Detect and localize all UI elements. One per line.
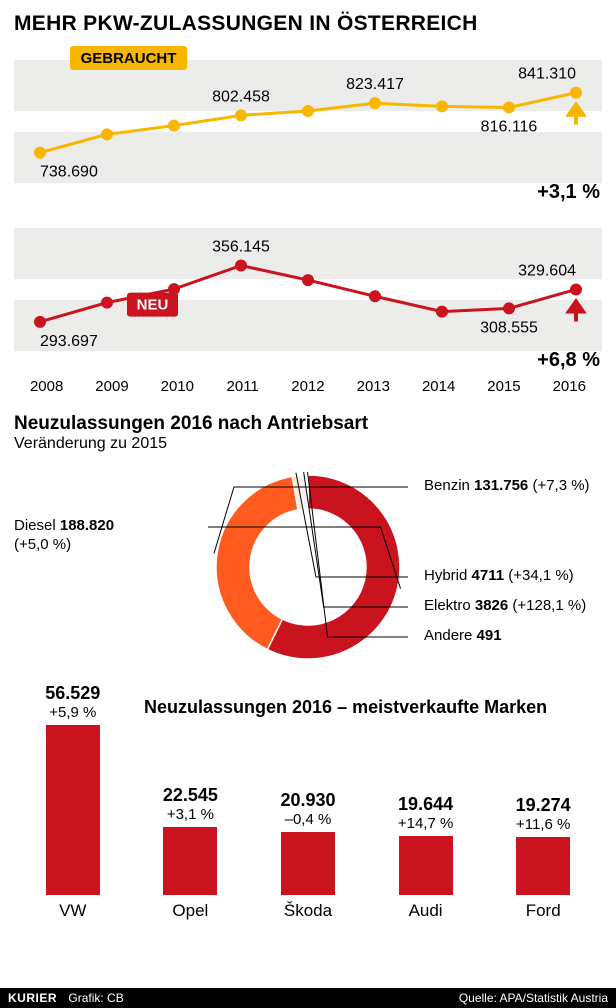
footer-brand: KURIER xyxy=(8,991,57,1005)
bars-title: Neuzulassungen 2016 – meistverkaufte Mar… xyxy=(144,697,547,718)
donut-label-hybrid: Hybrid 4711 (+34,1 %) xyxy=(424,567,574,586)
svg-text:823.417: 823.417 xyxy=(346,76,404,93)
svg-text:841.310: 841.310 xyxy=(518,66,576,83)
donut-subtitle: Veränderung zu 2015 xyxy=(14,435,602,453)
bar-value: 19.274 xyxy=(516,795,571,816)
year-label: 2013 xyxy=(341,378,406,395)
bar-rect xyxy=(163,827,217,895)
bar-value: 56.529 xyxy=(45,683,100,704)
bar-rect xyxy=(46,725,100,895)
bar-change: +3,1 % xyxy=(167,806,214,823)
year-axis: 200820092010201120122013201420152016 xyxy=(14,372,602,395)
bar-value: 19.644 xyxy=(398,794,453,815)
bar-name: Škoda xyxy=(284,901,332,921)
year-label: 2008 xyxy=(14,378,79,395)
year-label: 2009 xyxy=(79,378,144,395)
svg-text:+6,8 %: +6,8 % xyxy=(537,349,600,371)
donut-label-andere: Andere 491 xyxy=(424,627,502,646)
year-label: 2014 xyxy=(406,378,471,395)
bar-rect xyxy=(516,837,570,895)
year-label: 2012 xyxy=(275,378,340,395)
bar-change: +5,9 % xyxy=(49,704,96,721)
svg-text:+3,1 %: +3,1 % xyxy=(537,181,600,203)
footer-source: Quelle: APA/Statistik Austria xyxy=(459,991,608,1005)
bar-col-audi: 19.644+14,7 % Audi xyxy=(367,794,485,921)
bar-change: –0,4 % xyxy=(285,811,332,828)
bar-rect xyxy=(281,832,335,895)
svg-text:308.555: 308.555 xyxy=(480,319,538,336)
bar-change: +11,6 % xyxy=(516,816,570,833)
donut-label-diesel: Diesel 188.820(+5,0 %) xyxy=(14,517,184,555)
bar-name: Audi xyxy=(409,901,443,921)
year-label: 2011 xyxy=(210,378,275,395)
bars-section: Neuzulassungen 2016 – meistverkaufte Mar… xyxy=(14,691,602,921)
bar-col-vw: 56.529+5,9 % VW xyxy=(14,683,132,921)
svg-text:NEU: NEU xyxy=(137,297,169,314)
donut-title: Neuzulassungen 2016 nach Antriebsart xyxy=(14,413,602,435)
bar-name: VW xyxy=(59,901,86,921)
bar-rect xyxy=(399,836,453,895)
footer-credit: Grafik: CB xyxy=(68,991,123,1005)
bar-col-opel: 22.545+3,1 % Opel xyxy=(132,785,250,921)
bar-name: Ford xyxy=(526,901,561,921)
svg-text:293.697: 293.697 xyxy=(40,333,98,350)
line-chart-svg: 738.690 802.458 823.417 816.116 841.310 GEBRA… xyxy=(14,44,602,372)
year-label: 2016 xyxy=(537,378,602,395)
bar-col-škoda: 20.930–0,4 % Škoda xyxy=(249,790,367,921)
svg-text:356.145: 356.145 xyxy=(212,239,270,256)
donut-label-elektro: Elektro 3826 (+128,1 %) xyxy=(424,597,586,616)
bar-value: 20.930 xyxy=(280,790,335,811)
svg-text:GEBRAUCHT: GEBRAUCHT xyxy=(81,50,177,67)
line-chart-region: 738.690 802.458 823.417 816.116 841.310 GEBRA… xyxy=(14,44,602,395)
donut-section: Neuzulassungen 2016 nach Antriebsart Ver… xyxy=(14,413,602,677)
footer: KURIER Grafik: CB Quelle: APA/Statistik … xyxy=(0,988,616,1008)
bar-col-ford: 19.274+11,6 % Ford xyxy=(484,795,602,921)
svg-text:802.458: 802.458 xyxy=(212,88,270,105)
svg-text:816.116: 816.116 xyxy=(481,118,538,135)
year-label: 2010 xyxy=(145,378,210,395)
donut-svg xyxy=(198,457,418,677)
bar-value: 22.545 xyxy=(163,785,218,806)
year-label: 2015 xyxy=(471,378,536,395)
bar-name: Opel xyxy=(172,901,208,921)
bar-change: +14,7 % xyxy=(398,815,453,832)
main-title: MEHR PKW-ZULASSUNGEN IN ÖSTERREICH xyxy=(0,0,616,44)
donut-label-benzin: Benzin 131.756 (+7,3 %) xyxy=(424,477,590,496)
svg-text:329.604: 329.604 xyxy=(518,262,576,279)
svg-text:738.690: 738.690 xyxy=(40,164,98,181)
